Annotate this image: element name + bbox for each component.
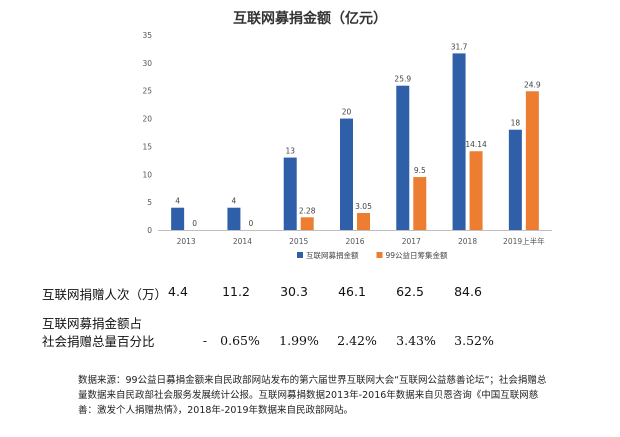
data-label: 0	[192, 219, 197, 228]
data-label: 0	[249, 219, 254, 228]
y-tick-label: 5	[147, 198, 152, 207]
pct-cell: 3.43%	[396, 333, 436, 348]
data-label: 25.9	[394, 75, 411, 84]
y-tick-label: 10	[142, 170, 152, 179]
y-tick-label: 0	[147, 226, 152, 235]
pct-cell: 2.42%	[337, 333, 377, 348]
bar-online-donations	[171, 207, 185, 230]
pct-cell: -	[202, 333, 208, 348]
donors-cell: 46.1	[338, 284, 366, 299]
donors-row-label: 互联网捐赠人次（万）	[42, 287, 168, 302]
legend-swatch	[297, 252, 303, 258]
pct-row-label-line1: 互联网募捐金额占	[42, 316, 143, 331]
y-tick-label: 25	[142, 87, 152, 96]
y-tick-label: 30	[142, 59, 152, 68]
x-tick-label: 2015	[289, 237, 308, 246]
bar-online-donations	[452, 53, 466, 231]
x-tick-label: 2019上半年	[503, 236, 545, 246]
donors-cell: 4.4	[168, 284, 188, 299]
pct-cell: 1.99%	[279, 333, 319, 348]
y-tick-label: 15	[142, 142, 152, 151]
data-label: 3.05	[355, 202, 372, 211]
x-tick-label: 2013	[177, 237, 196, 246]
bar-99-giving-day	[525, 91, 539, 231]
x-tick-label: 2018	[458, 237, 477, 246]
chart-title: 互联网募捐金额（亿元）	[233, 11, 387, 27]
y-tick-label: 35	[142, 31, 152, 40]
data-label: 13	[285, 147, 295, 156]
x-tick-label: 2014	[233, 237, 252, 246]
donors-cell: 84.6	[454, 284, 482, 299]
y-tick-label: 20	[142, 115, 152, 124]
bar-99-giving-day	[413, 177, 427, 230]
x-tick-label: 2017	[402, 237, 421, 246]
legend-label: 99公益日筹集金额	[386, 250, 449, 260]
data-label: 31.7	[451, 42, 468, 51]
data-label: 4	[232, 197, 237, 206]
bar-99-giving-day	[469, 151, 483, 230]
bar-online-donations	[396, 85, 410, 230]
pct-row-label-line2: 社会捐赠总量百分比	[42, 334, 155, 349]
data-label: 18	[511, 119, 521, 128]
data-label: 14.14	[465, 140, 487, 149]
bar-online-donations	[227, 207, 241, 230]
donors-cell: 11.2	[222, 284, 250, 299]
bar-online-donations	[508, 129, 522, 230]
pct-cell: 0.65%	[220, 333, 260, 348]
data-label: 9.5	[414, 166, 426, 175]
x-tick-label: 2016	[345, 237, 364, 246]
pct-cell: 3.52%	[454, 333, 494, 348]
pct-row-label: 互联网募捐金额占 社会捐赠总量百分比	[42, 315, 155, 351]
donors-cell: 62.5	[396, 284, 424, 299]
bar-99-giving-day	[300, 217, 314, 230]
pct-row: - 0.65% 1.99% 2.42% 3.43% 3.52%	[0, 333, 620, 353]
bar-99-giving-day	[357, 213, 370, 230]
data-source-note: 数据来源：99公益日募捐金额来自民政部网站发布的第六届世界互联网大会“互联网公益…	[78, 375, 547, 416]
legend-label: 互联网募捐金额	[306, 250, 359, 260]
legend-swatch	[376, 252, 383, 258]
bar-online-donations	[340, 118, 353, 230]
donors-cell: 30.3	[280, 284, 308, 299]
data-label: 4	[175, 197, 180, 206]
bar-chart: 05101520253035402013402014132.282015203.…	[142, 31, 552, 260]
data-label: 2.28	[299, 206, 316, 215]
data-label: 20	[342, 108, 352, 117]
donors-row: 互联网捐赠人次（万） 4.4 11.2 30.3 46.1 62.5 84.6	[0, 284, 620, 304]
data-label: 24.9	[524, 80, 541, 89]
bar-online-donations	[283, 157, 297, 230]
